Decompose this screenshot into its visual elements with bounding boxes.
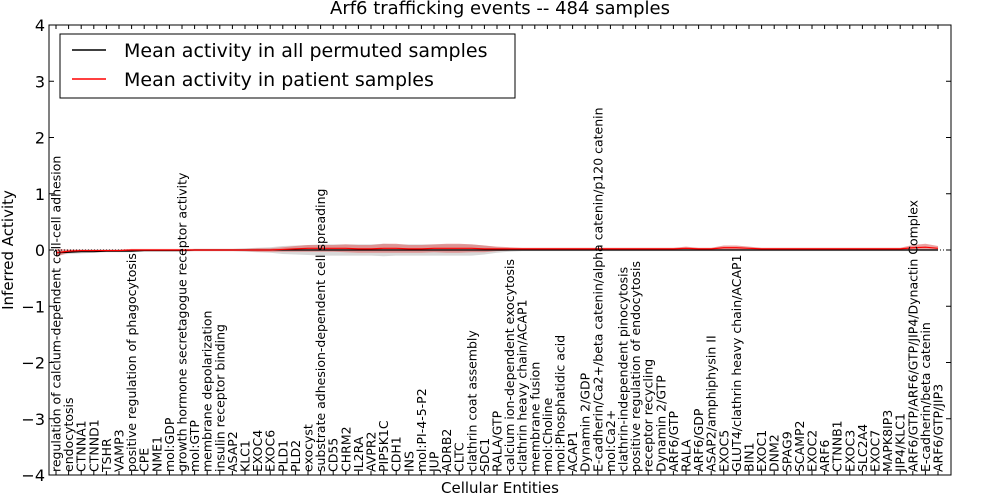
chart-title: Arf6 trafficking events -- 484 samples [330, 0, 670, 19]
y-tick-label: −2 [21, 354, 45, 373]
y-axis: −4 −3 −2 −1 0 1 2 3 4 [21, 16, 951, 485]
series-line-patient [55, 246, 939, 254]
y-tick-label: 0 [35, 241, 45, 260]
x-tick-label: AVPR2 [364, 432, 379, 472]
x-tick-label: ARF6/GTP/ARF6/GTP/JIP4/Dynactin Complex [905, 200, 920, 472]
x-tick-label: ADRB2 [439, 429, 454, 472]
x-tick-label: ARF6/GTP [666, 411, 681, 472]
x-tick-label: EXOC3 [842, 430, 857, 472]
x-tick-label: JIP4/KLC1 [893, 413, 908, 473]
legend-label-patient: Mean activity in patient samples [124, 69, 434, 91]
x-tick-label: JUP [427, 451, 442, 473]
y-tick-label: 3 [35, 72, 45, 91]
x-tick-label: growth hormone secretagogue receptor act… [175, 172, 190, 472]
legend: Mean activity in all permuted samples Me… [59, 33, 516, 99]
series-lines [55, 246, 939, 254]
x-tick-label: positive regulation of phagocytosis [124, 253, 139, 472]
x-tick-label: INS [401, 451, 416, 472]
x-tick-label: positive regulation of endocytosis [628, 261, 643, 472]
x-tick-label: ARF6/GDP [691, 408, 706, 472]
x-tick-label: ARF6 [817, 440, 832, 472]
y-axis-label: Inferred Activity [0, 190, 17, 310]
x-tick-label: mol:Phosphatidic acid [553, 335, 568, 472]
x-tick-label: Dynamin 2/GDP [578, 372, 593, 472]
x-tick-label: BIN1 [742, 442, 757, 472]
x-tick-label: substrate adhesion-dependent cell spread… [313, 189, 328, 472]
x-tick-label: EXOC6 [263, 430, 278, 472]
x-tick-label: exocyst [301, 424, 316, 472]
x-tick-label: mol:Choline [540, 397, 555, 472]
legend-label-permuted: Mean activity in all permuted samples [124, 40, 487, 62]
x-tick-label: ACAP1 [565, 431, 580, 472]
y-tick-label: 2 [35, 129, 45, 148]
x-tick-label: GLUT4/clathrin heavy chain/ACAP1 [729, 254, 744, 472]
x-tick-label: EXOC7 [868, 430, 883, 472]
x-tick-label: EXOC5 [716, 430, 731, 472]
x-tick-label: MAPK8IP3 [880, 410, 895, 472]
y-tick-label: −4 [21, 466, 45, 485]
x-tick-label: DNM2 [767, 434, 782, 472]
x-tick-label: SCAMP2 [792, 421, 807, 473]
x-tick-label: membrane fusion [527, 362, 542, 472]
x-tick-label: clathrin coat assembly [464, 330, 479, 472]
x-tick-label: insulin receptor binding [212, 324, 227, 472]
x-tick-label: calcium ion-dependent exocytosis [502, 259, 517, 472]
x-tick-label: EXOC4 [250, 430, 265, 472]
x-tick-label: E-cadherin/beta catenin [918, 322, 933, 472]
x-tick-label: PIP5K1C [376, 420, 391, 472]
x-tick-label: clathrin-independent pinocytosis [616, 267, 631, 472]
x-tick-label: RALA [679, 439, 694, 472]
x-tick-label: NME1 [149, 436, 164, 472]
x-tick-label: mol:GTP [187, 420, 202, 472]
x-tick-label: ASAP2/amphiphysin II [704, 335, 719, 472]
x-tick-label: CPE [137, 448, 152, 472]
x-tick-label: ASAP2 [225, 431, 240, 472]
x-tick-label: CHRM2 [338, 426, 353, 472]
y-tick-label: −3 [21, 410, 45, 429]
x-tick-label: KLC1 [238, 440, 253, 472]
x-tick-label: VAMP3 [112, 429, 127, 472]
x-tick-label: EXOC2 [805, 430, 820, 472]
x-tick-label: Dynamin 2/GTP [653, 375, 668, 472]
x-tick-label: CDH1 [389, 436, 404, 472]
x-tick-label: RALA/GTP [490, 410, 505, 472]
x-tick-label: CTNNA1 [74, 420, 89, 472]
x-tick-label: PLD2 [288, 440, 303, 472]
x-tick-label: CLTC [452, 442, 467, 472]
x-tick-label: SDC1 [477, 438, 492, 472]
x-tick-label: CTNND1 [86, 419, 101, 472]
x-tick-label: regulation of calcium-dependent cell-cel… [49, 156, 64, 472]
x-tick-label: SLC2A4 [855, 424, 870, 472]
x-tick-label: SPAG9 [779, 431, 794, 472]
x-tick-label: mol:PI-4-5-P2 [414, 388, 429, 472]
x-axis: regulation of calcium-dependent cell-cel… [49, 25, 946, 475]
x-tick-label: IL2RA [351, 436, 366, 472]
x-tick-label: endocytosis [61, 397, 76, 472]
y-tick-label: 4 [35, 16, 45, 35]
x-tick-label: mol:GDP [162, 417, 177, 472]
x-tick-label: ARF6/GTP/JIP3 [931, 384, 946, 472]
x-axis-label: Cellular Entities [441, 479, 559, 497]
x-tick-label: membrane depolarization [200, 311, 215, 472]
y-tick-label: 1 [35, 185, 45, 204]
x-tick-label: mol:Ca2+ [603, 410, 618, 472]
x-tick-label: receptor recycling [641, 359, 656, 472]
x-tick-label: CD55 [326, 438, 341, 472]
legend-box [59, 33, 516, 99]
x-tick-label: clathrin heavy chain/ACAP1 [515, 299, 530, 472]
y-tick-label: −1 [21, 297, 45, 316]
x-tick-label: PLD1 [275, 440, 290, 472]
x-tick-label: CTNNB1 [830, 420, 845, 472]
x-tick-label: E-cadherin/Ca2+/beta catenin/alpha caten… [590, 107, 605, 472]
x-tick-label: EXOC1 [754, 430, 769, 472]
x-tick-label: TSHR [99, 438, 114, 473]
